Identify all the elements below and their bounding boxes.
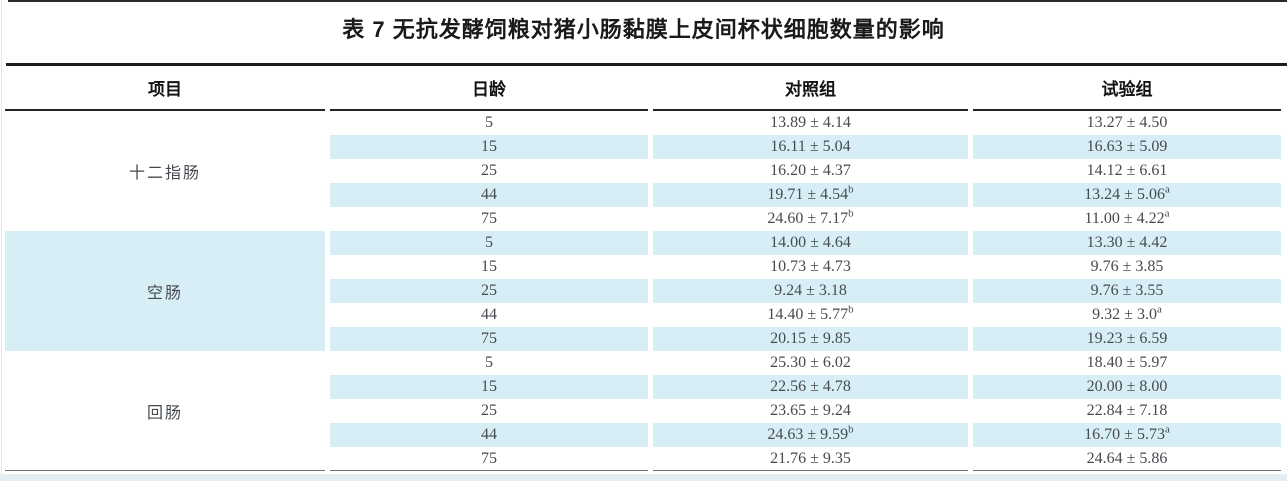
significance-superscript: b: [848, 183, 854, 196]
test-cell: 24.64 ± 5.86: [973, 447, 1281, 471]
table-row: 15 16.11 ± 5.04 16.63 ± 5.09: [5, 135, 1281, 159]
age-cell: 44: [330, 303, 648, 327]
test-cell: 9.76 ± 3.85: [973, 255, 1281, 279]
test-cell: 16.63 ± 5.09: [973, 135, 1281, 159]
control-cell: 9.24 ± 3.18: [653, 279, 968, 303]
group-cell: 空肠: [5, 231, 325, 351]
top-rule: [8, 0, 1287, 2]
control-cell: 19.71 ± 4.54b: [653, 183, 968, 207]
control-cell: 16.20 ± 4.37: [653, 159, 968, 183]
table-row: 15 22.56 ± 4.78 20.00 ± 8.00: [5, 375, 1281, 399]
age-cell: 5: [330, 111, 648, 135]
table-row: 44 19.71 ± 4.54b 13.24 ± 5.06a: [5, 183, 1281, 207]
significance-superscript: a: [1164, 423, 1170, 436]
table-row: 回肠 5 25.30 ± 6.02 18.40 ± 5.97: [5, 351, 1281, 471]
age-cell: 25: [330, 279, 648, 303]
table-row: 44 14.40 ± 5.77b 9.32 ± 3.0a: [5, 303, 1281, 327]
test-cell: 14.12 ± 6.61: [973, 159, 1281, 183]
col-header-control: 对照组: [653, 66, 968, 111]
col-header-age: 日龄: [330, 66, 648, 111]
significance-superscript: a: [1164, 183, 1170, 196]
col-header-item: 项目: [5, 66, 325, 111]
age-cell: 75: [330, 327, 648, 351]
page-edge-line: [1, 0, 2, 481]
significance-superscript: a: [1164, 207, 1170, 220]
age-cell: 15: [330, 375, 648, 399]
test-cell: 20.00 ± 8.00: [973, 375, 1281, 399]
table-row: 25 23.65 ± 9.24 22.84 ± 7.18: [5, 399, 1281, 423]
test-cell: 22.84 ± 7.18: [973, 399, 1281, 423]
significance-superscript: b: [848, 423, 854, 436]
age-cell: 5: [330, 231, 648, 255]
table-row: 75 20.15 ± 9.85 19.23 ± 6.59: [5, 327, 1281, 351]
table-body: 十二指肠 5 13.89 ± 4.14 13.27 ± 4.50 15 16.11 ± 5…: [5, 111, 1281, 471]
age-cell: 44: [330, 423, 648, 447]
control-cell: 21.76 ± 9.35: [653, 447, 968, 471]
test-cell: 13.27 ± 4.50: [973, 111, 1281, 135]
control-cell: 22.56 ± 4.78: [653, 375, 968, 399]
test-cell: 9.76 ± 3.55: [973, 279, 1281, 303]
table-title: 表 7 无抗发酵饲粮对猪小肠黏膜上皮间杯状细胞数量的影响: [342, 17, 945, 42]
test-cell: 16.70 ± 5.73a: [973, 423, 1281, 447]
control-cell: 10.73 ± 4.73: [653, 255, 968, 279]
group-cell: 回肠: [5, 351, 325, 471]
test-cell: 13.24 ± 5.06a: [973, 183, 1281, 207]
significance-superscript: b: [848, 207, 854, 220]
col-header-test: 试验组: [973, 66, 1281, 111]
group-cell: 十二指肠: [5, 111, 325, 231]
table-row: 十二指肠 5 13.89 ± 4.14 13.27 ± 4.50: [5, 111, 1281, 231]
age-cell: 75: [330, 447, 648, 471]
significance-superscript: b: [848, 303, 854, 316]
test-cell: 9.32 ± 3.0a: [973, 303, 1281, 327]
header-top-rule: [6, 63, 1287, 66]
control-cell: 24.60 ± 7.17b: [653, 207, 968, 231]
control-cell: 20.15 ± 9.85: [653, 327, 968, 351]
control-cell: 13.89 ± 4.14: [653, 111, 968, 135]
age-cell: 44: [330, 183, 648, 207]
table-row: 空肠 5 14.00 ± 4.64 13.30 ± 4.42: [5, 231, 1281, 351]
results-table: 项目 日龄 对照组 试验组 十二指肠 5 13.89 ± 4.14 13.27 ± 4…: [0, 66, 1286, 471]
table-row: 75 21.76 ± 9.35 24.64 ± 5.86: [5, 447, 1281, 471]
age-cell: 25: [330, 399, 648, 423]
test-cell: 18.40 ± 5.97: [973, 351, 1281, 375]
control-cell: 14.00 ± 4.64: [653, 231, 968, 255]
age-cell: 25: [330, 159, 648, 183]
table-row: 25 9.24 ± 3.18 9.76 ± 3.55: [5, 279, 1281, 303]
next-row-strip: [0, 474, 1287, 481]
significance-superscript: a: [1156, 303, 1162, 316]
age-cell: 15: [330, 135, 648, 159]
header-row: 项目 日龄 对照组 试验组: [5, 66, 1281, 111]
control-cell: 24.63 ± 9.59b: [653, 423, 968, 447]
test-cell: 11.00 ± 4.22a: [973, 207, 1281, 231]
age-cell: 75: [330, 207, 648, 231]
test-cell: 19.23 ± 6.59: [973, 327, 1281, 351]
table-row: 25 16.20 ± 4.37 14.12 ± 6.61: [5, 159, 1281, 183]
age-cell: 15: [330, 255, 648, 279]
test-cell: 13.30 ± 4.42: [973, 231, 1281, 255]
age-cell: 5: [330, 351, 648, 375]
table-row: 44 24.63 ± 9.59b 16.70 ± 5.73a: [5, 423, 1281, 447]
table-header: 项目 日龄 对照组 试验组: [5, 66, 1281, 111]
control-cell: 25.30 ± 6.02: [653, 351, 968, 375]
table-row: 75 24.60 ± 7.17b 11.00 ± 4.22a: [5, 207, 1281, 231]
table-row: 15 10.73 ± 4.73 9.76 ± 3.85: [5, 255, 1281, 279]
control-cell: 14.40 ± 5.77b: [653, 303, 968, 327]
control-cell: 23.65 ± 9.24: [653, 399, 968, 423]
control-cell: 16.11 ± 5.04: [653, 135, 968, 159]
